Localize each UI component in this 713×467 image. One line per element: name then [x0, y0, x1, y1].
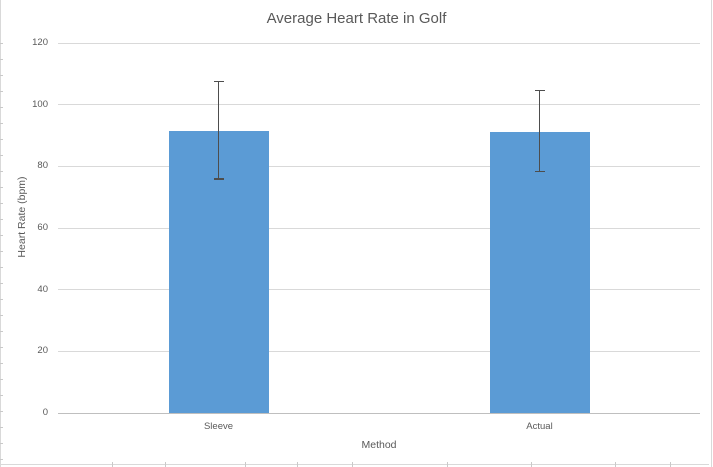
worksheet-row-tick	[0, 395, 3, 396]
worksheet-row-tick	[0, 379, 3, 380]
y-tick-label: 20	[37, 345, 48, 357]
worksheet-row-tick	[0, 123, 3, 124]
worksheet-column-tick	[531, 462, 532, 467]
error-bar-cap-bottom	[534, 170, 545, 173]
worksheet-row-tick	[0, 443, 3, 444]
worksheet-column-tick	[112, 462, 113, 467]
gridline	[58, 350, 700, 352]
worksheet-row-tick	[0, 107, 3, 108]
worksheet-row-tick	[0, 331, 3, 332]
chart-border-right	[711, 0, 712, 467]
y-tick-label: 100	[32, 98, 48, 110]
worksheet-row-tick	[0, 75, 3, 76]
x-tick-label: Sleeve	[203, 421, 234, 432]
worksheet-row-tick	[0, 299, 3, 300]
worksheet-row-tick	[0, 315, 3, 316]
worksheet-column-tick	[447, 462, 448, 467]
worksheet-row-tick	[0, 283, 3, 284]
worksheet-row-tick	[0, 203, 3, 204]
worksheet-row-tick	[0, 59, 3, 60]
worksheet-row-tick	[0, 427, 3, 428]
worksheet-column-tick	[165, 462, 166, 467]
worksheet-row-tick	[0, 139, 3, 140]
error-bar-cap-top	[534, 89, 545, 92]
gridline	[58, 165, 700, 167]
worksheet-column-tick	[245, 462, 246, 467]
worksheet-row-tick	[0, 363, 3, 364]
error-bar-cap-top	[213, 80, 224, 83]
x-axis-title: Method	[361, 439, 397, 451]
worksheet-row-tick	[0, 347, 3, 348]
worksheet-row-tick	[0, 251, 3, 252]
x-tick-label: Actual	[526, 421, 553, 432]
worksheet-row-tick	[0, 459, 3, 460]
gridline	[58, 42, 700, 44]
worksheet-row-tick	[0, 219, 3, 220]
error-bar-line	[217, 81, 220, 179]
worksheet-row-tick	[0, 267, 3, 268]
worksheet-column-tick	[615, 462, 616, 467]
worksheet-column-tick	[670, 462, 671, 467]
worksheet-column-tick	[352, 462, 353, 467]
error-bar-cap-bottom	[213, 178, 224, 180]
x-axis-line	[58, 412, 700, 414]
worksheet-gridline-bottom	[0, 464, 709, 465]
y-tick-label: 80	[37, 160, 48, 172]
worksheet-row-tick	[0, 43, 3, 44]
worksheet-column-tick	[297, 462, 298, 467]
worksheet-row-tick	[0, 187, 3, 188]
gridline	[58, 289, 700, 291]
y-tick-label: 60	[37, 222, 48, 233]
worksheet-row-tick	[0, 155, 3, 156]
gridline	[58, 227, 700, 229]
worksheet-row-tick	[0, 411, 3, 412]
chart-border-left	[0, 0, 1, 467]
gridline	[58, 104, 700, 106]
worksheet-row-tick	[0, 91, 3, 92]
bar[interactable]	[489, 131, 590, 413]
worksheet-row-tick	[0, 235, 3, 236]
error-bar-line	[538, 90, 541, 172]
y-tick-label: 120	[32, 37, 48, 48]
y-tick-label: 0	[42, 407, 48, 418]
y-tick-label: 40	[37, 283, 48, 295]
chart-title: Average Heart Rate in Golf	[266, 10, 447, 27]
worksheet-row-tick	[0, 171, 3, 172]
